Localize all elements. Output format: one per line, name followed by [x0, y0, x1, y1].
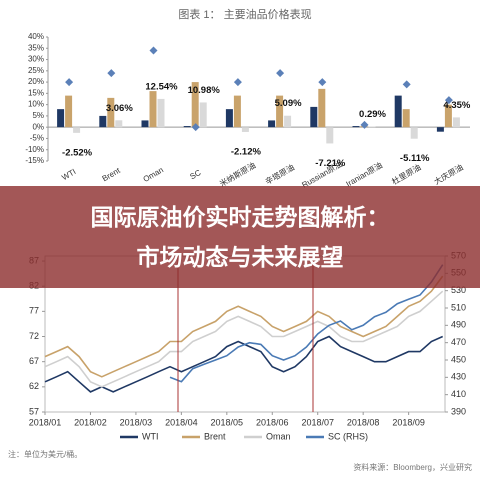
- bar: [73, 127, 81, 133]
- data-label: 0.29%: [359, 109, 386, 120]
- line: [44, 275, 444, 378]
- data-label: -2.12%: [231, 146, 262, 157]
- bar: [310, 106, 318, 128]
- banner-title: 国际原油价实时走势图解析：: [91, 204, 390, 230]
- source: 资料来源：Bloomberg，兴业研究: [353, 462, 472, 472]
- diamond: [360, 120, 369, 129]
- data-label: 4.35%: [443, 100, 470, 111]
- note: 注：单位为美元/桶。: [8, 449, 82, 459]
- diamond: [233, 78, 242, 87]
- bar: [233, 95, 241, 128]
- bar: [149, 91, 157, 128]
- bar: [225, 109, 233, 128]
- x-tick-label: 2018/04: [165, 417, 198, 427]
- y-tick-label: 67: [29, 356, 39, 366]
- bar: [318, 88, 326, 128]
- bar: [268, 120, 276, 128]
- y-tick-label: 30%: [28, 55, 44, 64]
- y-tick-label: 25%: [28, 66, 44, 75]
- bar: [65, 95, 73, 128]
- x-tick-label: 2018/03: [120, 417, 153, 427]
- x-tick-label: 2018/09: [392, 417, 425, 427]
- data-label: 12.54%: [145, 81, 178, 92]
- y-tick-label: 15%: [28, 88, 44, 97]
- diamond: [65, 78, 74, 87]
- legend-label: Brent: [204, 431, 226, 441]
- legend-label: Oman: [266, 431, 291, 441]
- y-tick-label: 40%: [28, 32, 44, 41]
- x-tick-label: 2018/01: [29, 417, 62, 427]
- bar: [284, 115, 292, 128]
- y2-tick-label: 490: [451, 320, 466, 330]
- diamond: [318, 78, 327, 87]
- y-tick-label: 20%: [28, 77, 44, 86]
- bar: [241, 127, 249, 132]
- bar: [183, 126, 191, 128]
- banner-title: 市场动态与未来展望: [137, 244, 344, 270]
- y2-tick-label: 410: [451, 389, 466, 399]
- bar: [107, 97, 115, 128]
- y2-tick-label: 510: [451, 302, 466, 312]
- line: [44, 290, 444, 388]
- y-tick-label: 0%: [32, 122, 44, 131]
- x-tick-label: 2018/08: [347, 417, 380, 427]
- y-tick-label: -5%: [30, 134, 44, 143]
- bar: [452, 117, 460, 128]
- bar: [157, 98, 165, 128]
- y2-tick-label: 450: [451, 354, 466, 364]
- diamond: [276, 69, 285, 78]
- data-label: 10.98%: [188, 85, 221, 96]
- y-tick-label: 57: [29, 406, 39, 416]
- bar: [368, 126, 376, 128]
- legend-label: SC (RHS): [328, 431, 368, 441]
- bar: [402, 109, 410, 128]
- data-label: 5.09%: [275, 98, 302, 109]
- x-tick-label: 2018/05: [211, 417, 244, 427]
- legend-label: WTI: [142, 431, 159, 441]
- line: [169, 264, 444, 383]
- y2-tick-label: 430: [451, 372, 466, 382]
- bar: [352, 126, 360, 128]
- x-tick-label: 2018/02: [74, 417, 107, 427]
- data-label: -7.21%: [315, 158, 346, 169]
- y-tick-label: 35%: [28, 43, 44, 52]
- diamond: [402, 80, 411, 89]
- bar: [444, 104, 452, 128]
- diamond: [444, 96, 453, 105]
- chart-title: 图表 1： 主要油品价格表现: [178, 7, 311, 21]
- y-tick-label: -10%: [25, 145, 44, 154]
- y2-tick-label: 390: [451, 406, 466, 416]
- y-tick-label: 10%: [28, 100, 44, 109]
- y-tick-label: 5%: [32, 111, 44, 120]
- bar: [99, 115, 107, 128]
- bar: [57, 109, 65, 128]
- bar: [436, 127, 444, 132]
- bar: [115, 120, 123, 128]
- bar: [410, 127, 418, 139]
- y2-tick-label: 530: [451, 285, 466, 295]
- bar: [141, 120, 149, 128]
- y-tick-label: 77: [29, 306, 39, 316]
- diamond: [107, 69, 116, 78]
- diamond: [191, 123, 200, 132]
- bar: [191, 82, 199, 128]
- bar: [394, 95, 402, 128]
- y-tick-label: 72: [29, 331, 39, 341]
- data-label: 3.06%: [106, 103, 133, 114]
- bar: [199, 102, 207, 128]
- bar: [276, 95, 284, 128]
- bar: [326, 127, 334, 144]
- diamond: [149, 46, 158, 55]
- x-tick-label: 2018/07: [301, 417, 334, 427]
- y2-tick-label: 470: [451, 337, 466, 347]
- data-label: -5.11%: [400, 153, 430, 164]
- banner: [0, 186, 480, 288]
- x-tick-label: 2018/06: [256, 417, 289, 427]
- y-tick-label: 62: [29, 381, 39, 391]
- y-tick-label: -15%: [25, 156, 44, 165]
- data-label: -2.52%: [62, 147, 93, 158]
